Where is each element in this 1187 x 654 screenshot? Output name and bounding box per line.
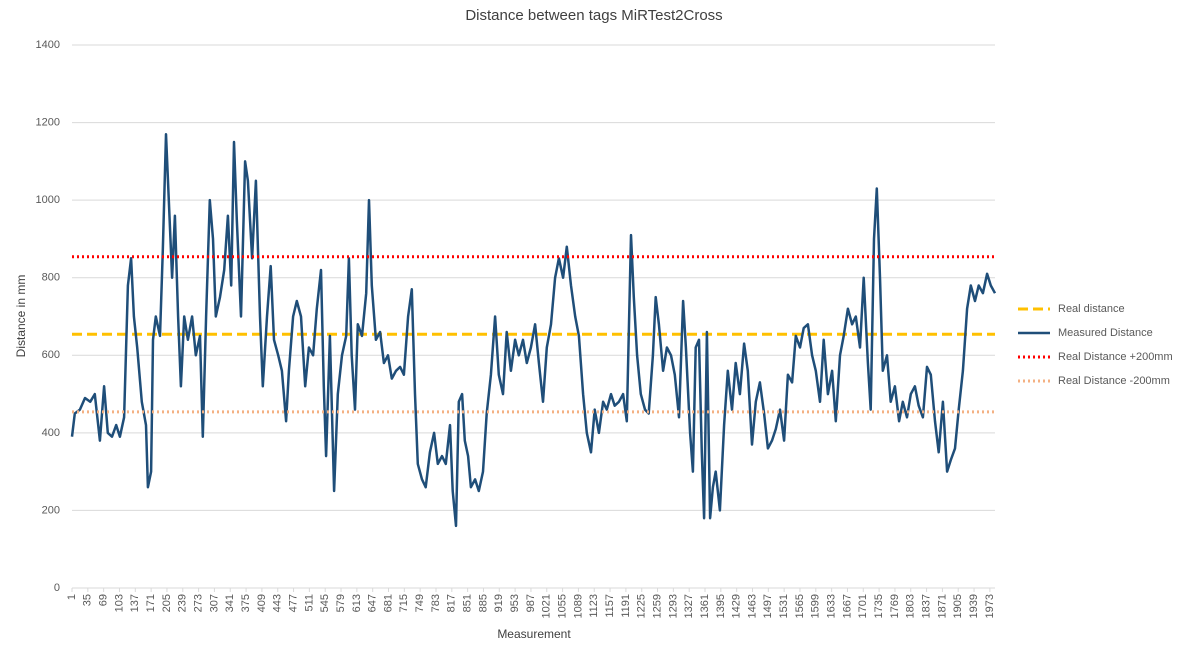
x-tick-label: 1599 xyxy=(810,594,822,618)
x-tick-label: 35 xyxy=(82,594,94,606)
x-tick-label: 1871 xyxy=(936,594,948,618)
x-tick-label: 715 xyxy=(398,594,410,612)
x-tick-label: 1565 xyxy=(794,594,806,618)
x-tick-label: 1497 xyxy=(762,594,774,618)
x-tick-label: 1735 xyxy=(873,594,885,618)
x-tick-label: 1633 xyxy=(826,594,838,618)
x-tick-label: 1225 xyxy=(636,594,648,618)
x-tick-label: 273 xyxy=(193,594,205,612)
y-tick-label: 600 xyxy=(42,349,60,361)
x-tick-label: 1395 xyxy=(715,594,727,618)
x-tick-label: 579 xyxy=(335,594,347,612)
x-tick-label: 1667 xyxy=(841,594,853,618)
x-tick-label: 205 xyxy=(161,594,173,612)
legend-label: Real distance xyxy=(1058,303,1125,315)
x-tick-label: 613 xyxy=(351,594,363,612)
x-tick-label: 953 xyxy=(509,594,521,612)
x-tick-label: 1701 xyxy=(857,594,869,618)
x-tick-label: 477 xyxy=(287,594,299,612)
x-tick-label: 1463 xyxy=(746,594,758,618)
x-tick-label: 749 xyxy=(414,594,426,612)
y-axis-title: Distance in mm xyxy=(14,275,28,358)
x-tick-label: 1055 xyxy=(556,594,568,618)
x-tick-label: 1191 xyxy=(620,594,632,618)
x-tick-label: 987 xyxy=(525,594,537,612)
y-tick-label: 400 xyxy=(42,427,60,439)
x-tick-label: 1361 xyxy=(699,594,711,618)
x-tick-label: 409 xyxy=(256,594,268,612)
x-tick-label: 1531 xyxy=(778,594,790,618)
x-tick-label: 341 xyxy=(224,594,236,612)
x-tick-label: 1939 xyxy=(968,594,980,618)
x-tick-label: 1769 xyxy=(889,594,901,618)
x-tick-label: 1905 xyxy=(952,594,964,618)
y-tick-label: 1200 xyxy=(36,116,60,128)
x-tick-label: 1293 xyxy=(667,594,679,618)
x-tick-label: 171 xyxy=(145,594,157,612)
x-tick-label: 1 xyxy=(66,594,78,600)
x-tick-label: 239 xyxy=(177,594,189,612)
chart-title: Distance between tags MiRTest2Cross xyxy=(465,7,722,24)
x-tick-label: 681 xyxy=(382,594,394,612)
x-tick-label: 375 xyxy=(240,594,252,612)
x-tick-label: 647 xyxy=(367,594,379,612)
x-tick-label: 511 xyxy=(303,594,315,612)
x-tick-label: 1021 xyxy=(541,594,553,618)
y-tick-label: 1400 xyxy=(36,39,60,51)
x-tick-label: 545 xyxy=(319,594,331,612)
legend-label: Real Distance +200mm xyxy=(1058,351,1173,363)
x-tick-label: 885 xyxy=(477,594,489,612)
x-tick-label: 817 xyxy=(446,594,458,612)
y-tick-label: 800 xyxy=(42,272,60,284)
x-tick-label: 137 xyxy=(129,594,141,612)
x-tick-label: 103 xyxy=(113,594,125,612)
x-tick-label: 1837 xyxy=(920,594,932,618)
x-tick-label: 1123 xyxy=(588,594,600,618)
x-tick-label: 443 xyxy=(272,594,284,612)
x-tick-label: 919 xyxy=(493,594,505,612)
y-tick-label: 0 xyxy=(54,582,60,594)
x-tick-label: 1803 xyxy=(905,594,917,618)
legend-label: Real Distance -200mm xyxy=(1058,375,1170,387)
y-tick-label: 1000 xyxy=(36,194,60,206)
x-tick-label: 851 xyxy=(462,594,474,612)
x-tick-label: 1429 xyxy=(731,594,743,618)
x-tick-label: 1327 xyxy=(683,594,695,618)
x-tick-label: 307 xyxy=(208,594,220,612)
x-tick-label: 1259 xyxy=(651,594,663,618)
legend-label: Measured Distance xyxy=(1058,327,1153,339)
y-tick-label: 200 xyxy=(42,504,60,516)
x-axis-title: Measurement xyxy=(497,627,571,641)
x-tick-label: 1973 xyxy=(984,594,996,618)
data-line xyxy=(70,132,997,528)
x-tick-label: 1089 xyxy=(572,594,584,618)
x-tick-label: 69 xyxy=(98,594,110,606)
x-tick-label: 1157 xyxy=(604,594,616,618)
x-tick-label: 783 xyxy=(430,594,442,612)
